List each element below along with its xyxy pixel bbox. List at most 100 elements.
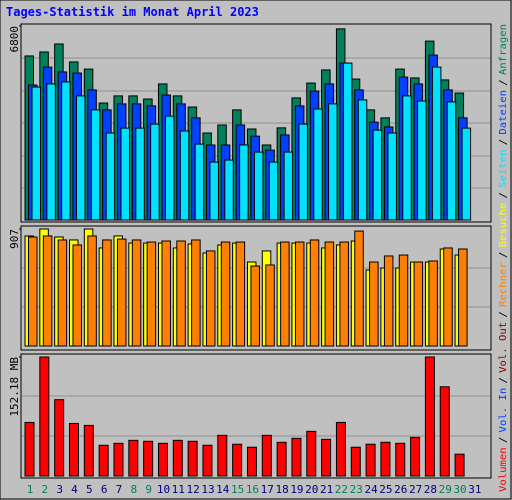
bar <box>268 161 279 221</box>
x-tick-label: 20 <box>305 483 318 496</box>
x-tick-label: 13 <box>201 483 214 496</box>
bar <box>458 248 468 347</box>
x-tick-label: 28 <box>424 483 437 496</box>
bar <box>313 108 323 221</box>
bar <box>342 62 353 221</box>
bar <box>131 239 142 347</box>
bar <box>461 127 472 221</box>
bar <box>431 66 442 221</box>
bar <box>46 83 56 221</box>
bar <box>187 440 198 477</box>
bar <box>328 103 338 221</box>
bar <box>120 127 130 221</box>
bar <box>298 123 308 221</box>
legend-separator: / <box>498 79 509 85</box>
x-tick-label: 25 <box>379 483 392 496</box>
bar <box>164 115 175 221</box>
bar <box>191 239 201 347</box>
legend: Volumen / Vol. In / Vol. Out / Rechner / Besuche… <box>498 24 509 492</box>
bar <box>357 99 368 221</box>
chart-title: Tages-Statistik im Monat April 2023 <box>6 5 259 19</box>
bar <box>246 446 257 477</box>
bar <box>83 424 94 477</box>
bar <box>413 261 424 347</box>
x-tick-label: 10 <box>157 483 170 496</box>
bar <box>280 241 290 347</box>
bar <box>283 151 294 221</box>
legend-entry: Dateien <box>498 90 509 135</box>
bar <box>253 151 264 221</box>
legend-entry: Anfragen <box>498 24 509 75</box>
bar <box>383 255 394 347</box>
bar <box>350 446 361 477</box>
bar <box>321 438 332 477</box>
bar <box>410 436 421 477</box>
legend-entry: Vol. Out <box>498 322 509 373</box>
bar <box>150 123 160 221</box>
x-tick-label: 3 <box>56 483 63 496</box>
bar <box>306 430 317 477</box>
bar <box>176 240 186 347</box>
bar <box>324 241 335 347</box>
bar <box>116 238 127 347</box>
bar <box>90 109 101 221</box>
bar <box>428 260 438 347</box>
bar <box>398 254 409 347</box>
bar <box>87 235 97 347</box>
legend-entry: Seiten <box>498 150 509 188</box>
x-tick-label: 6 <box>101 483 108 496</box>
bar <box>235 241 246 347</box>
x-tick-label: 16 <box>246 483 259 496</box>
bar <box>424 356 435 477</box>
y-tick-label: 907 <box>8 229 21 249</box>
bar <box>339 241 349 347</box>
legend-entry: Rechner <box>498 262 509 307</box>
bar <box>309 239 320 347</box>
x-tick-label: 4 <box>71 483 78 496</box>
x-tick-label: 18 <box>275 483 288 496</box>
legend-entry: Volumen <box>498 447 509 492</box>
bar <box>146 241 157 347</box>
bar <box>439 386 450 477</box>
legend-separator: / <box>498 311 509 317</box>
y-tick-label: 152.18 MB <box>8 357 21 417</box>
bar <box>113 442 124 477</box>
bar <box>157 442 168 477</box>
x-tick-label: 1 <box>27 483 34 496</box>
bar <box>380 441 391 477</box>
bar <box>57 239 68 347</box>
legend-entry: Besuche <box>498 203 509 248</box>
bar <box>39 356 50 477</box>
bar <box>239 144 249 221</box>
bar <box>220 241 231 347</box>
legend-entry: Vol. In <box>498 388 509 433</box>
bar <box>179 130 190 221</box>
bar <box>98 444 109 477</box>
bar <box>446 101 457 221</box>
bar <box>205 250 216 347</box>
bar <box>294 241 305 347</box>
x-tick-label: 24 <box>364 483 378 496</box>
bar <box>143 440 154 477</box>
x-tick-label: 19 <box>290 483 303 496</box>
bar <box>250 265 260 347</box>
bar <box>265 264 275 347</box>
bar <box>24 421 35 477</box>
legend-separator: / <box>498 437 509 443</box>
x-tick-label: 15 <box>231 483 244 496</box>
bar <box>161 240 171 347</box>
bar <box>217 434 228 477</box>
bar <box>365 443 376 477</box>
bar <box>194 143 205 221</box>
bar <box>402 95 412 221</box>
legend-separator: / <box>498 377 509 383</box>
bar <box>261 434 272 477</box>
bar <box>354 230 364 347</box>
bar <box>335 421 346 477</box>
x-tick-label: 27 <box>409 483 422 496</box>
legend-separator: / <box>498 252 509 258</box>
bar <box>443 247 453 347</box>
bar <box>372 129 383 221</box>
bar <box>72 244 82 347</box>
